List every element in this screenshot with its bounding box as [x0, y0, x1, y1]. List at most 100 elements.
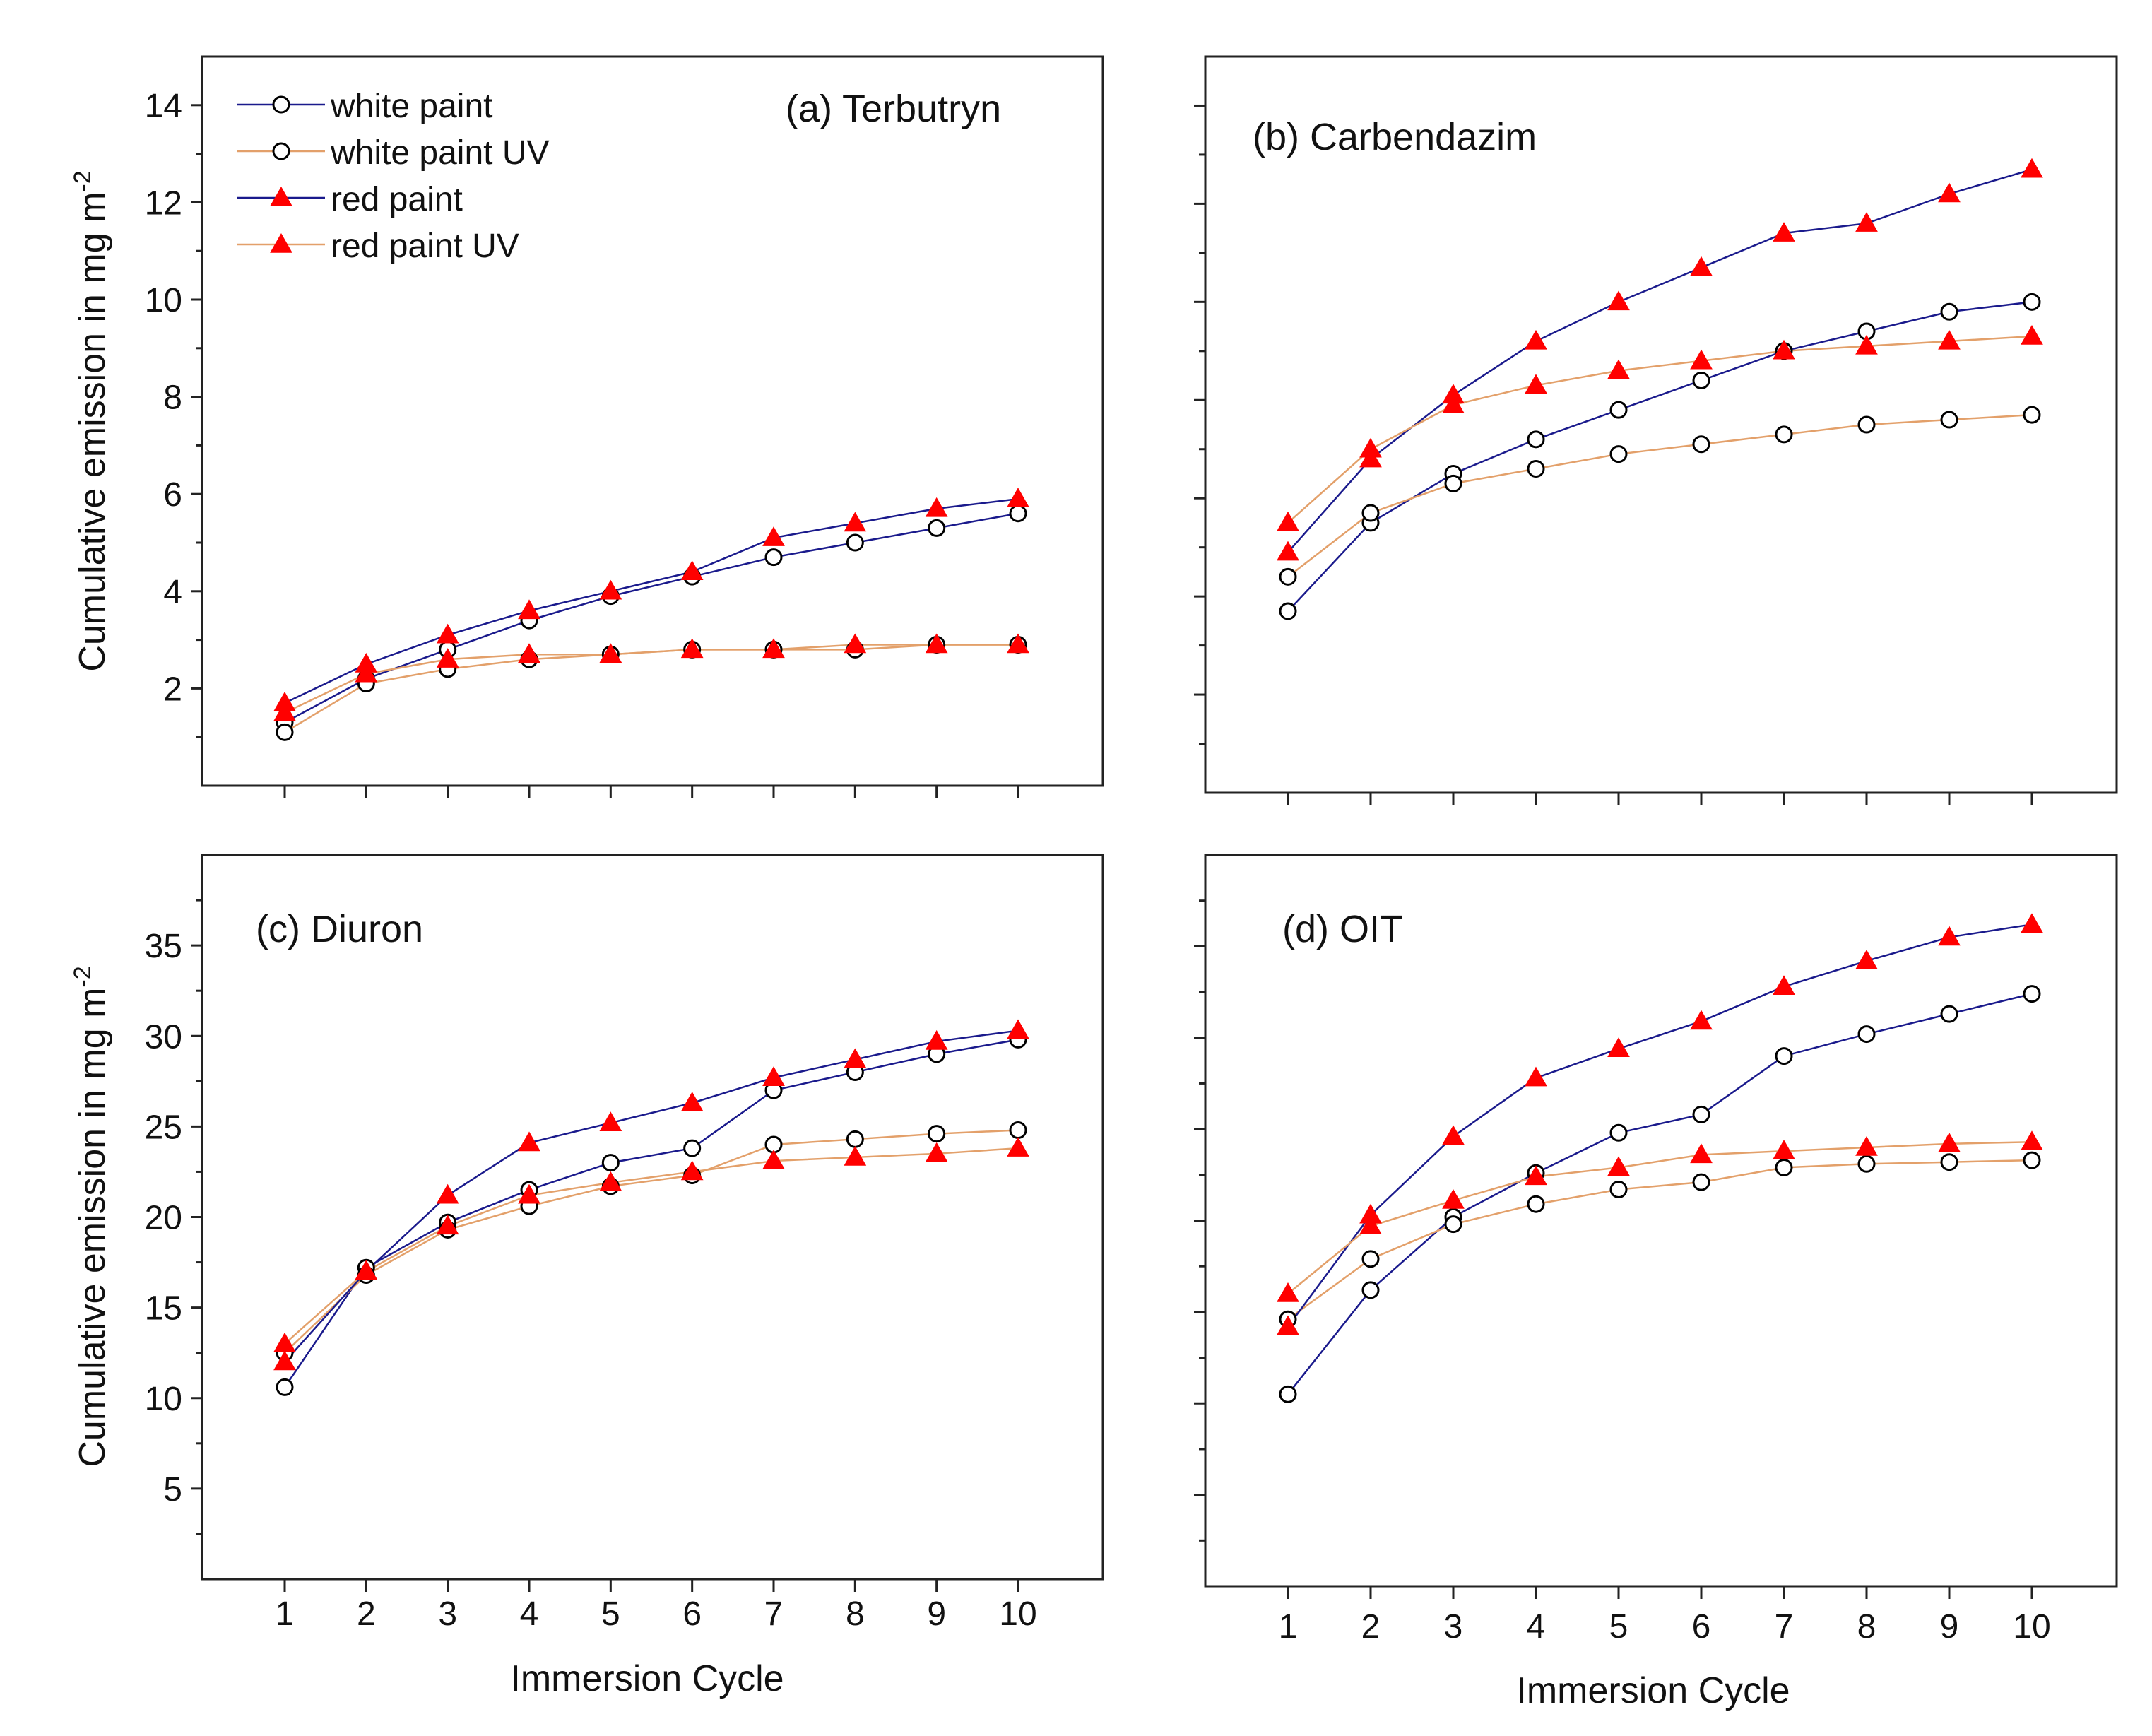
- legend-label-white_paint_uv: white paint UV: [330, 134, 550, 172]
- series-line-white_paint: [1287, 301, 2033, 612]
- y-tick-label: 2: [163, 671, 182, 708]
- y-tick-label: 25: [145, 1109, 182, 1146]
- data-point-red_paint: [925, 1029, 948, 1050]
- data-point-white_paint_uv: [1857, 1155, 1876, 1173]
- data-point-red_paint: [1525, 329, 1547, 350]
- data-point-red_paint: [1855, 950, 1878, 969]
- y-axis-label-top-main: Cumulative emission in mg m: [72, 192, 113, 672]
- data-point-white_paint_uv: [1940, 411, 1958, 429]
- legend-marker-white_paint: [272, 95, 290, 114]
- data-point-red_paint_uv: [2021, 1130, 2043, 1150]
- x-tick-label: 6: [682, 1595, 702, 1633]
- data-point-red_paint_uv: [762, 638, 785, 659]
- data-point-white_paint_uv: [1609, 445, 1628, 463]
- x-tick-label: 2: [357, 1595, 376, 1633]
- data-point-white_paint: [1857, 1025, 1876, 1044]
- data-point-white_paint_uv: [1609, 1181, 1628, 1199]
- data-point-red_paint_uv: [1690, 1143, 1713, 1164]
- data-point-red_paint_uv: [355, 662, 378, 683]
- x-tick-label: 3: [1444, 1608, 1463, 1646]
- data-point-white_paint: [1009, 504, 1027, 523]
- data-point-white_paint_uv: [1857, 415, 1876, 434]
- data-point-red_paint: [844, 512, 867, 532]
- x-tick-label: 8: [1857, 1608, 1876, 1646]
- panel-d-frame: [1204, 854, 2118, 1588]
- data-point-red_paint_uv: [680, 1160, 704, 1181]
- legend-marker-red_paint_uv: [270, 232, 292, 253]
- data-point-red_paint: [1607, 1037, 1630, 1058]
- data-point-red_paint_uv: [1277, 511, 1299, 531]
- data-point-white_paint: [1609, 1123, 1628, 1142]
- data-point-white_paint: [1692, 371, 1710, 389]
- data-point-red_paint_uv: [1855, 1135, 1878, 1156]
- data-point-white_paint_uv: [1444, 474, 1462, 492]
- panel-d: 1 2 3 4 5 6 7 8 9 10: [1194, 899, 2051, 1646]
- series-line-red_paint: [1287, 168, 2033, 553]
- x-axis-label-left: Immersion Cycle: [510, 1658, 784, 1699]
- data-point-white_paint: [1775, 1047, 1793, 1065]
- data-point-red_paint_uv: [1773, 339, 1795, 360]
- data-point-red_paint: [1938, 926, 1961, 946]
- data-point-red_paint: [273, 1350, 296, 1371]
- data-point-red_paint: [1442, 1125, 1465, 1145]
- data-point-red_paint_uv: [925, 633, 948, 654]
- data-point-red_paint: [1690, 1010, 1713, 1030]
- y-axis-label-top: Cumulative emission in mg m-2: [69, 170, 113, 671]
- x-tick-label: 5: [1609, 1608, 1628, 1646]
- data-point-red_paint_uv: [1359, 1215, 1382, 1235]
- x-tick-label: 4: [1527, 1608, 1546, 1646]
- data-point-red_paint: [762, 526, 785, 546]
- data-point-red_paint: [1277, 541, 1299, 561]
- legend-label-red_paint: red paint: [331, 181, 463, 218]
- legend: white paint white paint UV red paint red pa…: [237, 88, 550, 265]
- data-point-white_paint: [1279, 602, 1297, 620]
- x-tick-label: 10: [2013, 1608, 2050, 1646]
- y-tick-label: 10: [145, 1381, 182, 1418]
- data-point-white_paint_uv: [1361, 1250, 1380, 1268]
- panel-c-title: (c) Diuron: [256, 908, 423, 950]
- legend-label-red_paint_uv: red paint UV: [331, 228, 519, 265]
- series-line-red_paint: [1287, 923, 2033, 1328]
- panel-d-title: (d) OIT: [1282, 908, 1403, 950]
- data-point-red_paint: [925, 497, 948, 517]
- series-line-white_paint_uv: [284, 644, 1018, 733]
- series-line-white_paint: [1287, 993, 2033, 1395]
- data-point-red_paint_uv: [436, 648, 459, 668]
- data-point-red_paint: [1007, 488, 1029, 507]
- data-point-red_paint: [1525, 1066, 1547, 1087]
- data-point-white_paint: [1692, 1105, 1710, 1123]
- y-tick-label: 14: [145, 88, 182, 125]
- data-point-red_paint: [1855, 212, 1878, 232]
- data-point-red_paint_uv: [273, 1332, 296, 1352]
- data-point-white_paint: [683, 1139, 702, 1157]
- series-line-red_paint: [284, 1029, 1019, 1363]
- x-tick-label: 8: [846, 1595, 865, 1633]
- y-tick-label: 10: [145, 282, 182, 319]
- x-tick-label: 1: [1279, 1608, 1298, 1646]
- panel-a-frame: [201, 55, 1104, 787]
- x-tick-label: 4: [520, 1595, 539, 1633]
- data-point-red_paint_uv: [436, 1215, 459, 1235]
- y-axis-label-bottom-sup: -2: [69, 966, 96, 987]
- panel-a: 2 4 6 8 10 12 14: [145, 88, 1029, 798]
- series-line-white_paint: [284, 512, 1019, 724]
- series-line-white_paint: [283, 1039, 1019, 1388]
- panel-c: 5 10 15 20 25 30 35 1 2 3 4 5 6 7 8 9 10: [145, 899, 1037, 1633]
- data-point-red_paint: [1938, 182, 1961, 203]
- y-tick-label: 30: [145, 1018, 182, 1056]
- data-point-red_paint_uv: [1607, 359, 1630, 379]
- data-point-white_paint: [2023, 985, 2041, 1003]
- x-tick-label: 5: [601, 1595, 620, 1633]
- data-point-red_paint_uv: [1525, 1165, 1547, 1186]
- data-point-white_paint_uv: [1527, 1195, 1545, 1213]
- panel-a-title: (a) Terbutryn: [786, 88, 1001, 130]
- data-point-white_paint_uv: [1692, 435, 1710, 454]
- x-tick-label: 1: [276, 1595, 295, 1633]
- y-tick-label: 12: [145, 184, 182, 222]
- data-point-white_paint: [601, 1154, 620, 1172]
- data-point-red_paint_uv: [1277, 1282, 1299, 1302]
- data-point-white_paint_uv: [1279, 567, 1297, 586]
- y-axis-label-bottom: Cumulative emission in mg m-2: [69, 966, 113, 1467]
- data-point-white_paint_uv: [1692, 1173, 1710, 1191]
- data-point-red_paint_uv: [1773, 1140, 1795, 1159]
